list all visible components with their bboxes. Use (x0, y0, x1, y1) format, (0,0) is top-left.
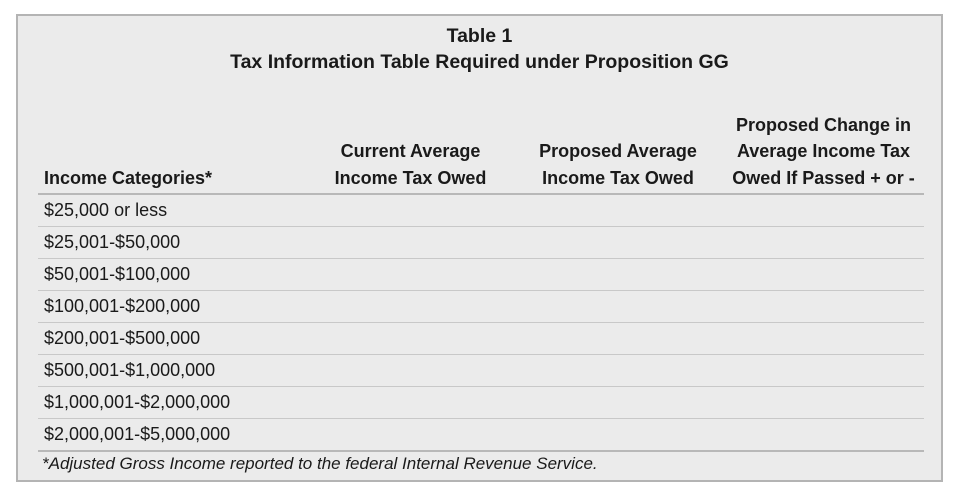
table-row: $200,001-$500,000 (38, 322, 924, 355)
income-category-cell: $200,001-$500,000 (38, 322, 308, 355)
table-footnote: *Adjusted Gross Income reported to the f… (42, 454, 598, 473)
income-category-cell: $1,000,001-$2,000,000 (38, 386, 308, 419)
proposed-tax-cell (513, 194, 723, 227)
table-row: $25,001-$50,000 (38, 226, 924, 259)
proposed-tax-cell (513, 322, 723, 355)
current-tax-cell (308, 226, 513, 259)
proposed-tax-cell (513, 386, 723, 419)
table-caption: Table 1 (446, 25, 513, 47)
income-category-cell: $50,001-$100,000 (38, 258, 308, 291)
change-cell (723, 322, 924, 355)
current-tax-cell (308, 290, 513, 323)
change-cell (723, 290, 924, 323)
proposed-tax-cell (513, 418, 723, 452)
change-cell (723, 258, 924, 291)
table-row: $2,000,001-$5,000,000 (38, 418, 924, 452)
proposed-tax-cell (513, 290, 723, 323)
table-row: $25,000 or less (38, 194, 924, 227)
proposed-tax-cell (513, 226, 723, 259)
change-cell (723, 386, 924, 419)
change-cell (723, 418, 924, 452)
income-category-cell: $25,000 or less (38, 194, 308, 227)
change-cell (723, 194, 924, 227)
income-category-cell: $25,001-$50,000 (38, 226, 308, 259)
income-category-cell: $500,001-$1,000,000 (38, 354, 308, 387)
table-row: $500,001-$1,000,000 (38, 354, 924, 387)
tax-table-panel: Table 1 Tax Information Table Required u… (16, 14, 943, 482)
header-proposed-average-tax: Proposed Average Income Tax Owed (513, 87, 723, 195)
table-row: $1,000,001-$2,000,000 (38, 386, 924, 419)
current-tax-cell (308, 322, 513, 355)
change-cell (723, 226, 924, 259)
header-proposed-change: Proposed Change in Average Income Tax Ow… (723, 87, 924, 195)
current-tax-cell (308, 354, 513, 387)
proposed-tax-cell (513, 354, 723, 387)
header-current-average-tax: Current Average Income Tax Owed (308, 87, 513, 195)
table-row: $100,001-$200,000 (38, 290, 924, 323)
table-title: Tax Information Table Required under Pro… (230, 51, 729, 73)
tax-information-table: Income Categories* Current Average Incom… (38, 87, 924, 452)
table-header-row: Income Categories* Current Average Incom… (38, 87, 924, 195)
current-tax-cell (308, 194, 513, 227)
header-income-categories: Income Categories* (38, 87, 308, 195)
current-tax-cell (308, 418, 513, 452)
change-cell (723, 354, 924, 387)
current-tax-cell (308, 258, 513, 291)
income-category-cell: $100,001-$200,000 (38, 290, 308, 323)
current-tax-cell (308, 386, 513, 419)
table-row: $50,001-$100,000 (38, 258, 924, 291)
income-category-cell: $2,000,001-$5,000,000 (38, 418, 308, 452)
proposed-tax-cell (513, 258, 723, 291)
